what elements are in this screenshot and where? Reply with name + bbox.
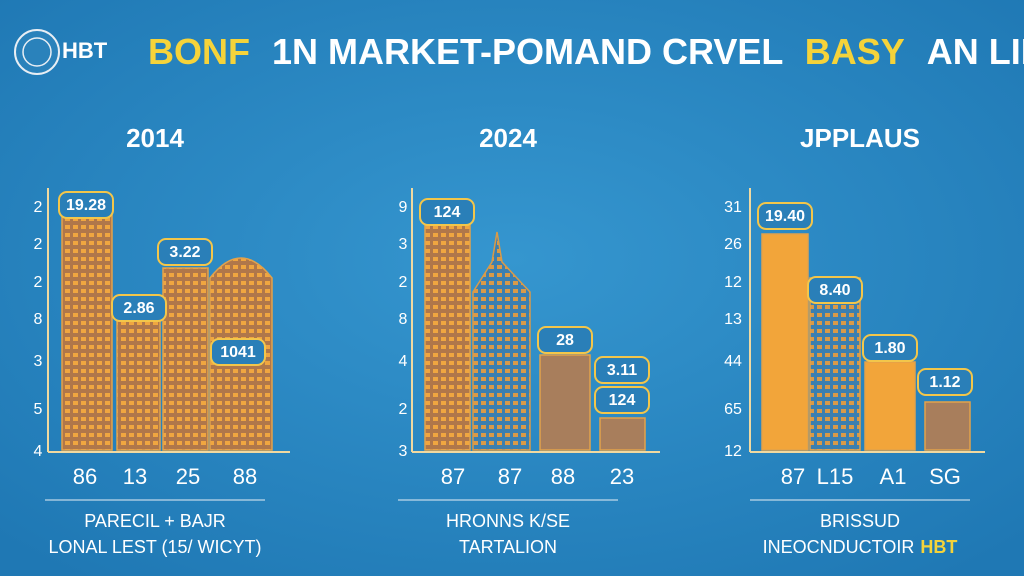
- title-part: BASY: [805, 31, 905, 72]
- x-label: SG: [929, 464, 961, 489]
- bar-label: 124: [434, 204, 461, 221]
- panel-title: 2014: [126, 123, 184, 153]
- x-label: 87: [498, 464, 522, 489]
- caption: TARTALION: [459, 537, 557, 557]
- y-label: 4: [34, 443, 43, 460]
- bar: [162, 267, 209, 451]
- caption: INEOCNDUCTOIR HBT: [763, 537, 958, 557]
- y-label: 3: [34, 353, 43, 370]
- label-box: [111, 294, 167, 322]
- caption: PARECIL + BAJR: [84, 511, 226, 531]
- label-box: [757, 202, 813, 230]
- caption: BRISSUD: [820, 511, 900, 531]
- bar: [599, 417, 646, 451]
- caption-part: HBT: [920, 537, 957, 557]
- x-label: 13: [123, 464, 147, 489]
- label-box: [58, 191, 114, 219]
- label-box: [419, 198, 475, 226]
- title-part: BONF: [148, 31, 250, 72]
- title: BONF 1N MARKET-POMAND CRVEL BASY AN LINE: [148, 31, 1024, 72]
- bar-label: 28: [556, 332, 574, 349]
- label-box: [917, 368, 973, 396]
- label-box: [862, 334, 918, 362]
- y-label: 44: [724, 353, 742, 370]
- bar-label: 1.12: [929, 374, 960, 391]
- bar: [61, 209, 113, 451]
- caption-part: INEOCNDUCTOIR: [763, 537, 915, 557]
- y-label: 4: [399, 353, 408, 370]
- label-box: [594, 356, 650, 384]
- y-label: 2: [399, 274, 408, 291]
- x-label: L15: [817, 464, 854, 489]
- bar: [116, 299, 161, 451]
- caption: LONAL LEST (15/ WICYT): [48, 537, 261, 557]
- y-label: 13: [724, 311, 742, 328]
- logo-text: HBT: [62, 38, 108, 63]
- bar-label: 124: [609, 392, 636, 409]
- tower: [472, 231, 531, 451]
- y-label: 65: [724, 401, 742, 418]
- bar: [761, 233, 809, 451]
- bar-label: 3.11: [607, 362, 637, 379]
- bar: [424, 214, 471, 451]
- x-label: 87: [441, 464, 465, 489]
- x-label: 88: [233, 464, 257, 489]
- y-label: 2: [34, 199, 43, 216]
- y-label: 3: [399, 236, 408, 253]
- bar-label: 2.86: [123, 300, 154, 317]
- label-box: [210, 338, 266, 366]
- y-label: 2: [34, 236, 43, 253]
- bar: [539, 354, 591, 451]
- y-label: 2: [399, 401, 408, 418]
- bar: [864, 361, 916, 451]
- label-box: [807, 276, 863, 304]
- caption-part: TARTALION: [459, 537, 557, 557]
- caption: HRONNS K/SE: [446, 511, 570, 531]
- x-label: A1: [880, 464, 907, 489]
- logo: HBT: [14, 29, 108, 75]
- y-label: 5: [34, 401, 43, 418]
- y-label: 31: [724, 199, 742, 216]
- bar-label: 3.22: [169, 244, 200, 261]
- x-label: 23: [610, 464, 634, 489]
- y-label: 26: [724, 236, 742, 253]
- y-label: 12: [724, 443, 742, 460]
- panel-title: JPPLAUS: [800, 123, 920, 153]
- label-box: [594, 386, 650, 414]
- x-label: 87: [781, 464, 805, 489]
- y-label: 8: [34, 311, 43, 328]
- title-part: 1N MARKET-POMAND CRVEL: [272, 31, 783, 72]
- label-box: [537, 326, 593, 354]
- bar-label: 1.80: [874, 340, 905, 357]
- y-label: 2: [34, 274, 43, 291]
- y-label: 8: [399, 311, 408, 328]
- caption-part: LONAL LEST (15/ WICYT): [48, 537, 261, 557]
- x-label: 25: [176, 464, 200, 489]
- title-part: AN LINE: [927, 31, 1024, 72]
- panel-title: 2024: [479, 123, 537, 153]
- bar-label: 8.40: [819, 282, 850, 299]
- bar: [924, 401, 971, 451]
- x-label: 88: [551, 464, 575, 489]
- x-label: 86: [73, 464, 97, 489]
- bar: [809, 277, 861, 451]
- y-label: 3: [399, 443, 408, 460]
- y-label: 9: [399, 199, 408, 216]
- bar-label: 19.28: [66, 197, 106, 214]
- y-label: 12: [724, 274, 742, 291]
- bar-label: 1041: [220, 344, 256, 361]
- label-box: [157, 238, 213, 266]
- bar-label: 19.40: [765, 208, 805, 225]
